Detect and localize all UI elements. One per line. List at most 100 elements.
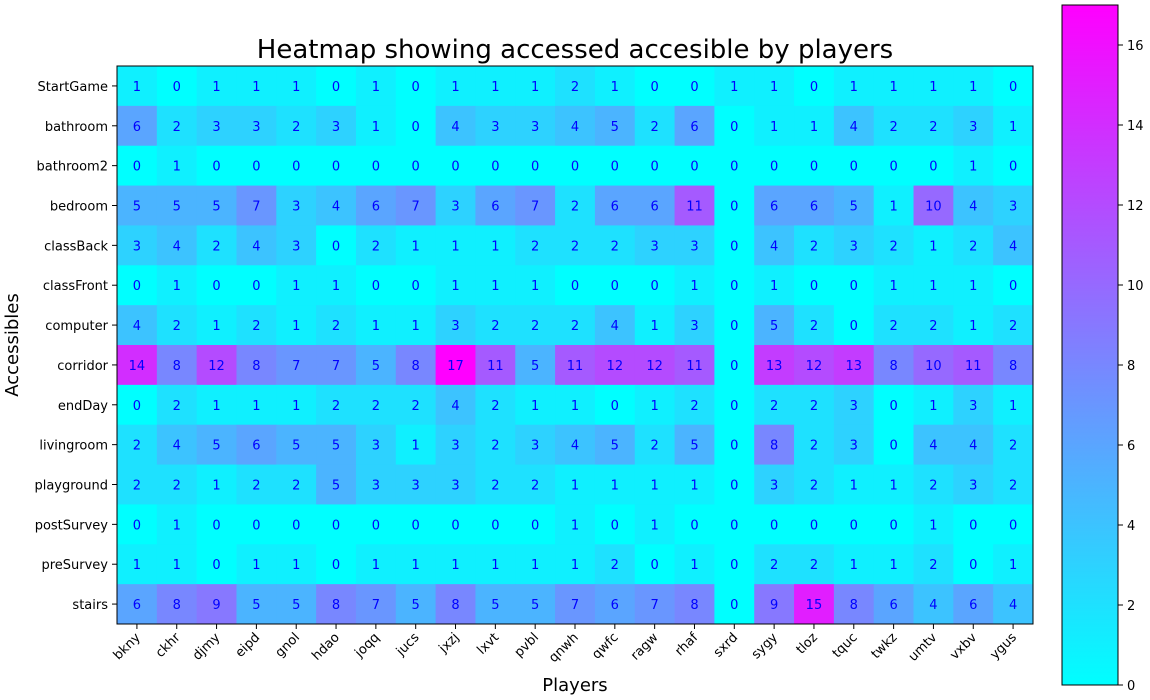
heatmap-cell [953, 305, 994, 346]
cell-value-label: 10 [925, 200, 942, 215]
cell-value-label: 1 [292, 279, 300, 294]
cell-value-label: 0 [332, 80, 340, 95]
cell-value-label: 2 [810, 558, 818, 573]
cell-value-label: 1 [651, 399, 659, 414]
cell-value-label: 0 [372, 279, 380, 294]
heatmap-cell [634, 584, 676, 625]
heatmap-cell [316, 305, 357, 346]
heatmap-cell [873, 464, 915, 505]
heatmap-cell [435, 504, 476, 545]
cell-value-label: 0 [531, 160, 539, 175]
heatmap-cell [634, 384, 676, 426]
cell-value-label: 1 [491, 239, 499, 254]
cell-value-label: 6 [690, 120, 698, 135]
colorbar-tick-label: 2 [1127, 599, 1135, 614]
heatmap-cell [117, 66, 158, 107]
cell-value-label: 3 [969, 120, 977, 135]
cell-value-label: 1 [611, 80, 619, 95]
cell-value-label: 2 [929, 479, 937, 494]
heatmap-cell [873, 544, 915, 585]
heatmap-cell [674, 265, 715, 306]
cell-value-label: 0 [969, 558, 977, 573]
heatmap-cell [196, 544, 237, 585]
heatmap-cell [754, 544, 795, 585]
heatmap-cell [993, 384, 1034, 426]
heatmap-cell [754, 305, 795, 346]
cell-value-label: 3 [690, 239, 698, 254]
heatmap-cell [156, 225, 198, 266]
cell-value-label: 0 [730, 479, 738, 494]
heatmap-cell [634, 305, 676, 346]
cell-value-label: 2 [571, 80, 579, 95]
heatmap-cell [833, 105, 875, 147]
cell-value-label: 8 [770, 439, 778, 454]
heatmap-cell [236, 544, 277, 585]
cell-value-label: 0 [292, 518, 300, 533]
heatmap-cell [236, 464, 277, 505]
cell-value-label: 2 [690, 399, 698, 414]
cell-value-label: 1 [929, 399, 937, 414]
cell-value-label: 4 [173, 439, 181, 454]
cell-value-label: 8 [412, 359, 420, 374]
heatmap-cell [833, 345, 875, 386]
heatmap-cell [953, 345, 994, 386]
heatmap-cell [993, 105, 1034, 147]
heatmap-cell [674, 424, 715, 466]
heatmap-cell [794, 464, 835, 505]
heatmap-cell [236, 384, 277, 426]
y-tick-label: classBack [44, 239, 108, 254]
heatmap-cell [475, 105, 516, 147]
cell-value-label: 0 [730, 319, 738, 334]
heatmap-cell [953, 105, 994, 147]
heatmap-cell [794, 584, 835, 625]
cell-value-label: 2 [810, 239, 818, 254]
cell-value-label: 0 [252, 279, 260, 294]
heatmap-cell [435, 145, 476, 187]
heatmap-cell [714, 105, 755, 147]
heatmap-cell [276, 384, 317, 426]
x-tick-label: twkz [869, 630, 901, 662]
cell-value-label: 3 [451, 319, 459, 334]
heatmap-cell [156, 544, 198, 585]
heatmap-cell [594, 424, 636, 466]
heatmap-cell [117, 384, 158, 426]
cell-value-label: 1 [491, 279, 499, 294]
cell-value-label: 0 [651, 80, 659, 95]
cell-value-label: 2 [491, 399, 499, 414]
cell-value-label: 3 [292, 200, 300, 215]
heatmap-cell [754, 185, 795, 226]
heatmap-cell [196, 584, 237, 625]
heatmap-cell [515, 424, 556, 466]
cell-value-label: 5 [850, 200, 858, 215]
cell-value-label: 1 [252, 558, 260, 573]
heatmap-cell [873, 305, 915, 346]
cell-value-label: 3 [1009, 200, 1017, 215]
heatmap-cell [754, 66, 795, 107]
cell-value-label: 0 [133, 518, 141, 533]
cell-value-label: 1 [372, 558, 380, 573]
heatmap-cell [555, 464, 596, 505]
cell-value-label: 1 [412, 239, 420, 254]
heatmap-cell [913, 66, 954, 107]
heatmap-cell [634, 464, 676, 505]
cell-value-label: 1 [1009, 399, 1017, 414]
heatmap-cell [873, 185, 915, 226]
cell-value-label: 3 [412, 479, 420, 494]
cell-value-label: 12 [208, 359, 225, 374]
heatmap-cell [515, 305, 556, 346]
cell-value-label: 1 [969, 319, 977, 334]
cell-value-label: 2 [412, 399, 420, 414]
heatmap-cell [555, 584, 596, 625]
heatmap-cell [714, 265, 755, 306]
heatmap-cell [873, 384, 915, 426]
cell-value-label: 0 [810, 279, 818, 294]
cell-value-label: 0 [929, 160, 937, 175]
cell-value-label: 0 [571, 160, 579, 175]
cell-value-label: 0 [969, 518, 977, 533]
y-tick-label: postSurvey [35, 518, 109, 533]
cell-value-label: 17 [447, 359, 464, 374]
cell-value-label: 0 [292, 160, 300, 175]
heatmap-cell [117, 544, 158, 585]
heatmap-cell [794, 225, 835, 266]
